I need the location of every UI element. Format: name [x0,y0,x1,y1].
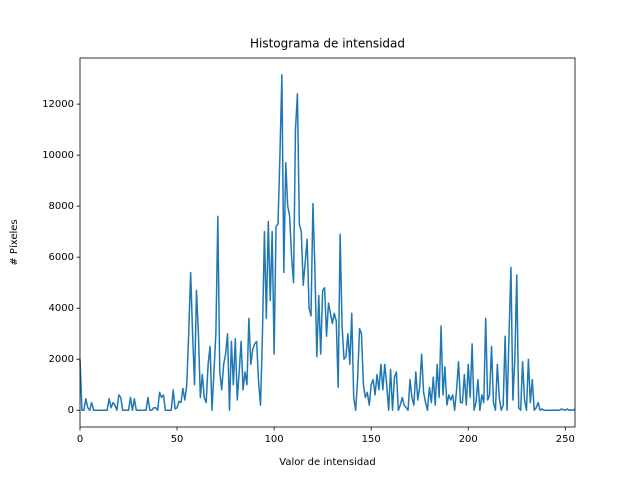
x-axis-label: Valor de intensidad [279,457,375,468]
x-tick-label: 200 [459,434,478,445]
x-tick-label: 100 [265,434,284,445]
x-tick-label: 150 [362,434,381,445]
y-tick-label: 10000 [42,150,74,161]
y-tick-label: 4000 [49,303,74,314]
y-tick-label: 8000 [49,201,74,212]
axes-frame [79,57,576,428]
x-tick-label: 0 [77,434,83,445]
y-tick-label: 12000 [42,99,74,110]
y-tick-label: 2000 [49,354,74,365]
chart-title: Histograma de intensidad [250,37,405,51]
data-line [79,74,576,411]
x-tick-label: 50 [171,434,184,445]
x-tick-label: 250 [556,434,575,445]
y-tick-label: 0 [68,405,74,416]
y-tick-label: 6000 [49,252,74,263]
y-axis-label: # Píxeles [8,219,20,265]
